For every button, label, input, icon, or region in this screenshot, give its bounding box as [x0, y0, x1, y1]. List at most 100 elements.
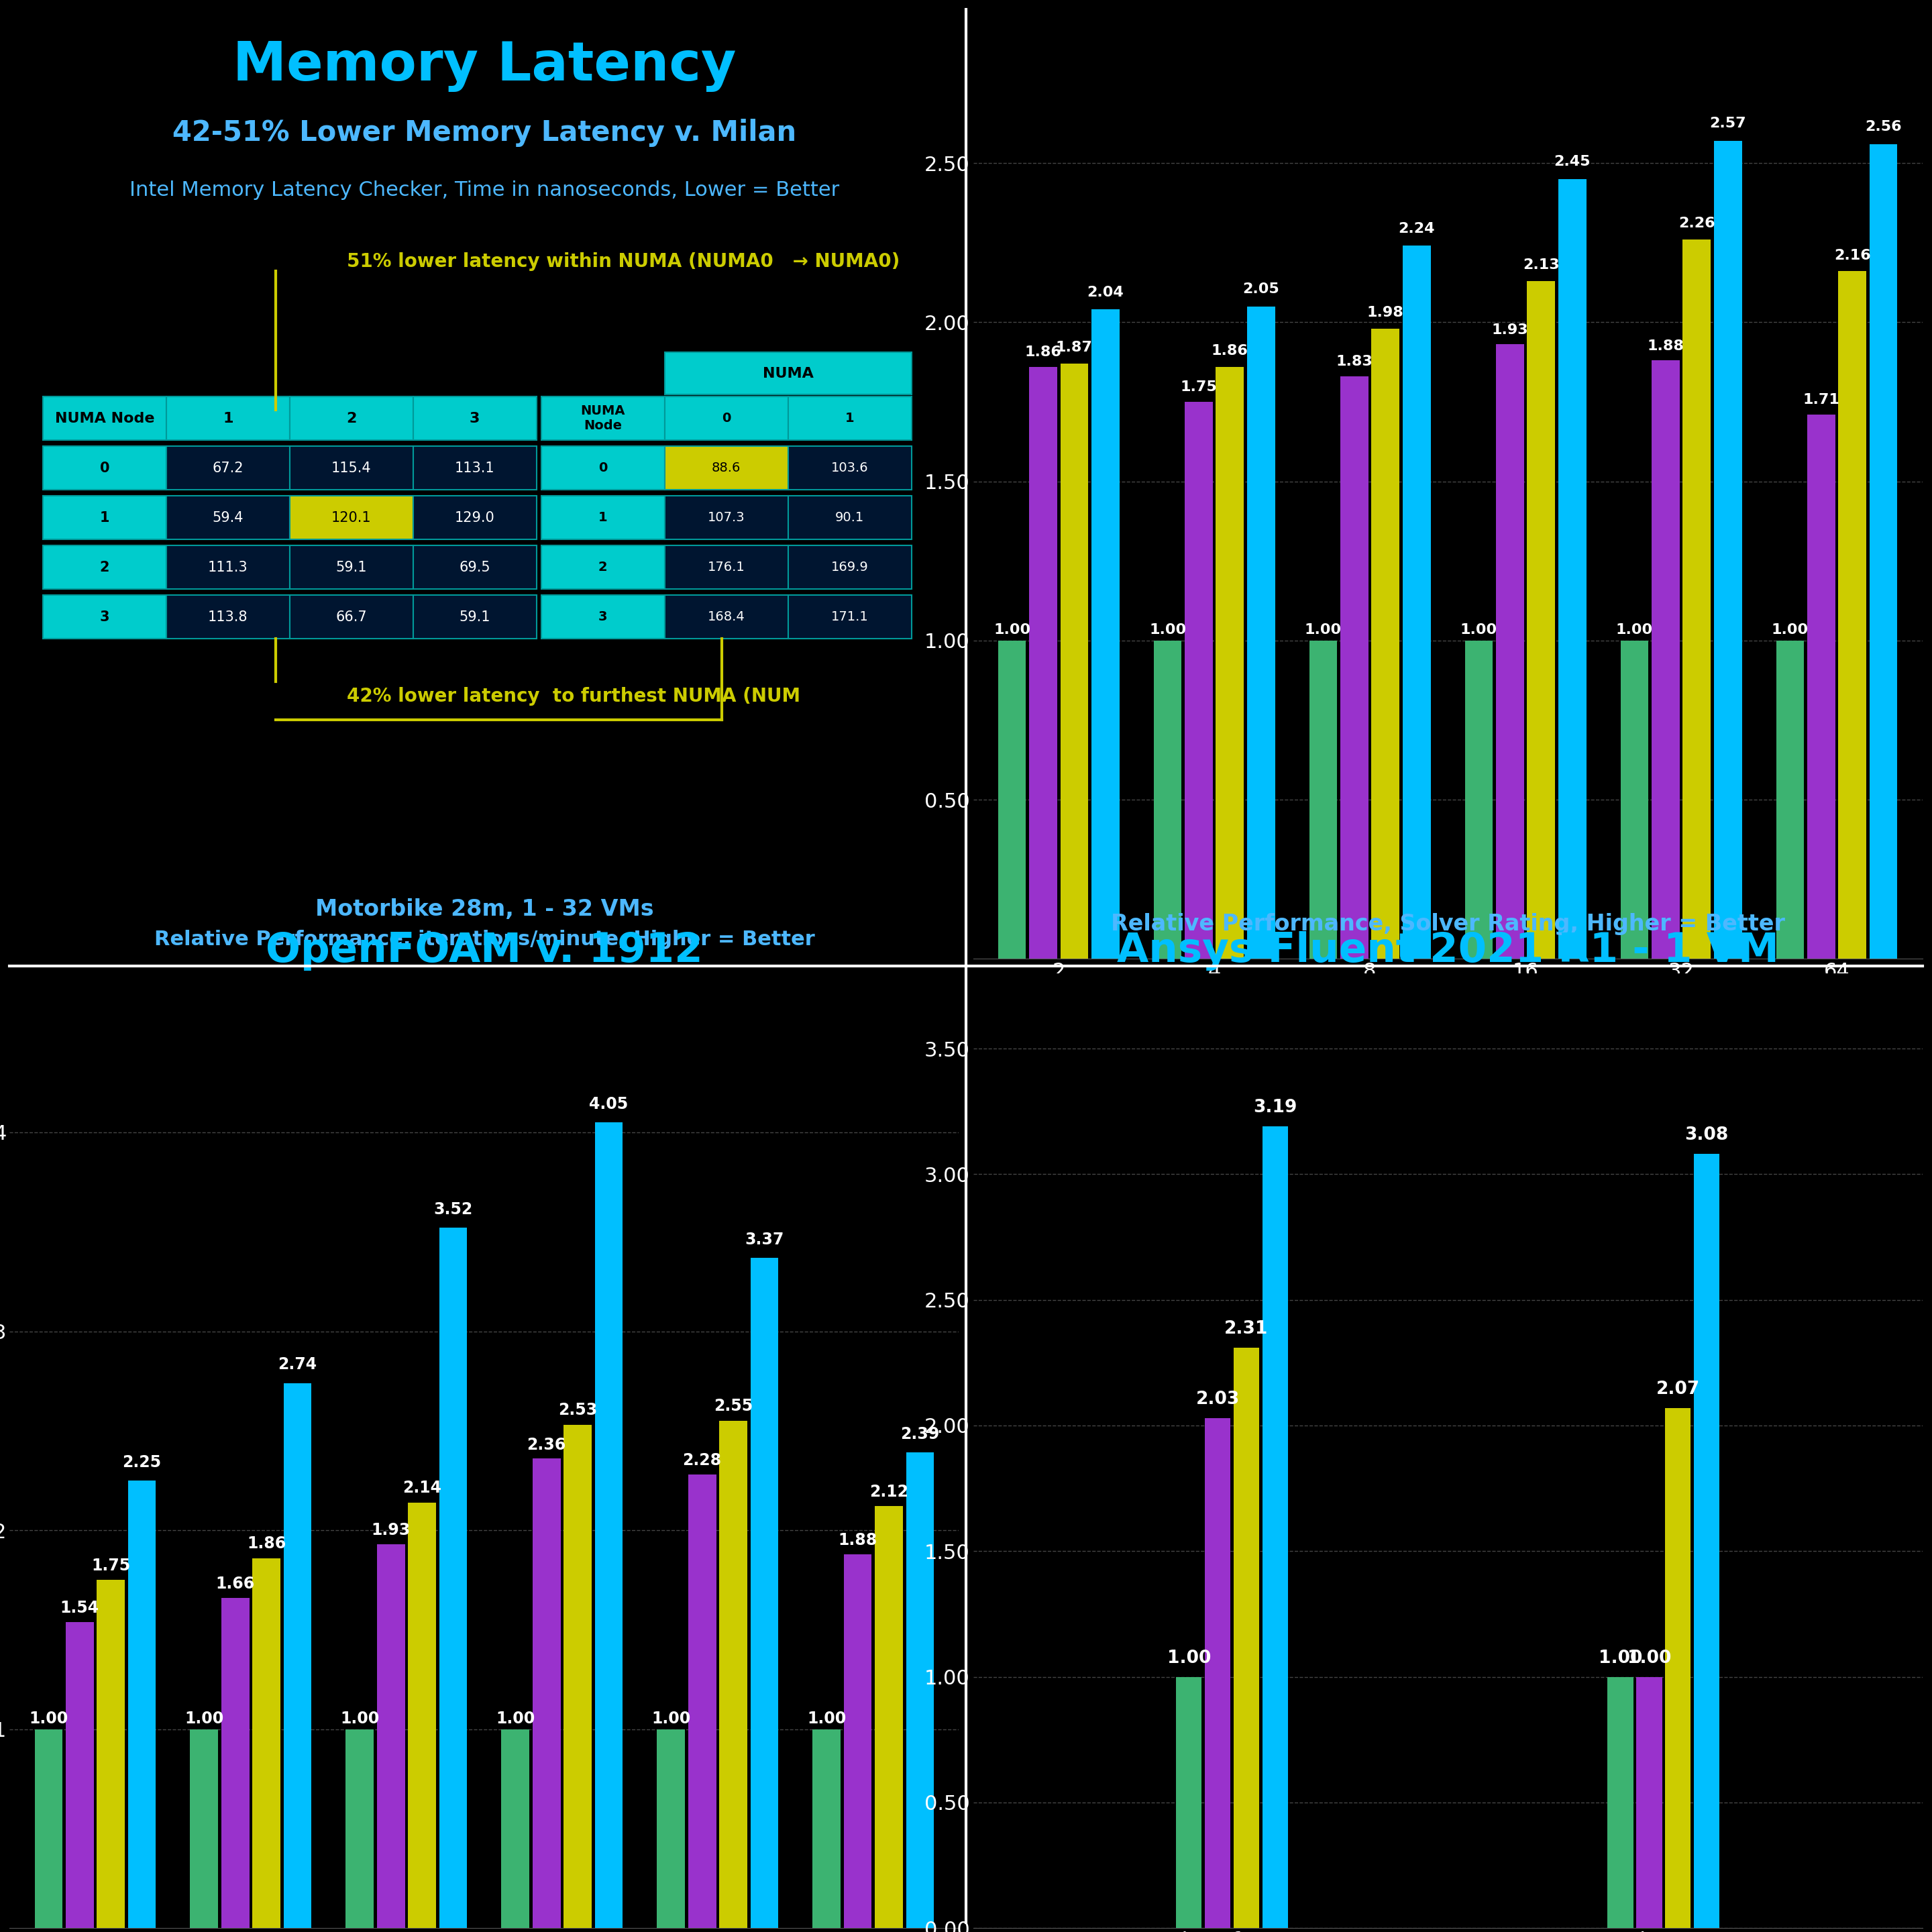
Bar: [1030, 367, 1057, 958]
Text: 59.1: 59.1: [460, 611, 491, 624]
Text: 2.39: 2.39: [900, 1426, 939, 1443]
Text: 2.74: 2.74: [278, 1356, 317, 1374]
Text: 1.00: 1.00: [185, 1710, 224, 1727]
Text: 1.00: 1.00: [1167, 1650, 1211, 1667]
Bar: [290, 595, 413, 639]
Text: 2.13: 2.13: [1522, 259, 1559, 272]
Text: 3.19: 3.19: [1254, 1099, 1296, 1117]
Text: 169.9: 169.9: [831, 560, 867, 574]
Bar: [1839, 270, 1866, 958]
Bar: [1262, 1126, 1289, 1928]
Text: 2.31: 2.31: [1225, 1320, 1267, 1337]
Bar: [750, 1258, 779, 1928]
Text: 1.00: 1.00: [29, 1710, 68, 1727]
Text: 1.00: 1.00: [651, 1710, 690, 1727]
Bar: [377, 1544, 406, 1928]
Text: 1: 1: [844, 412, 854, 425]
Text: 59.4: 59.4: [213, 512, 243, 524]
Text: 113.8: 113.8: [209, 611, 247, 624]
Text: 3.08: 3.08: [1685, 1126, 1729, 1144]
Text: 2.56: 2.56: [1864, 120, 1901, 133]
Text: 2.55: 2.55: [713, 1399, 753, 1414]
Text: 168.4: 168.4: [707, 611, 746, 624]
Text: 1.83: 1.83: [1337, 355, 1374, 369]
Text: 2.57: 2.57: [1710, 118, 1747, 131]
Text: 1.86: 1.86: [247, 1536, 286, 1551]
Text: 2: 2: [346, 412, 357, 425]
Text: 88.6: 88.6: [711, 462, 740, 475]
Text: 1: 1: [100, 512, 110, 524]
Text: 66.7: 66.7: [336, 611, 367, 624]
Bar: [665, 446, 788, 491]
Bar: [1310, 641, 1337, 958]
Text: 1.00: 1.00: [1627, 1650, 1671, 1667]
Text: 2.25: 2.25: [122, 1455, 162, 1470]
Text: Relative Performance, iterations/minute, Higher = Better: Relative Performance, iterations/minute,…: [155, 929, 815, 949]
Bar: [1621, 641, 1648, 958]
Text: 42-51% Lower Memory Latency v. Milan: 42-51% Lower Memory Latency v. Milan: [172, 118, 796, 147]
Text: 115.4: 115.4: [332, 462, 371, 475]
Bar: [788, 396, 912, 440]
Text: 0: 0: [100, 462, 110, 475]
Text: 3: 3: [599, 611, 607, 624]
Bar: [657, 1729, 686, 1928]
Bar: [541, 497, 665, 539]
Bar: [166, 497, 290, 539]
Legend: HCv1 (Skylake), HBv2 (Rome), HBv3 (Milan), HBv3 (Milan-X): HCv1 (Skylake), HBv2 (Rome), HBv3 (Milan…: [1099, 1007, 1797, 1037]
Bar: [1372, 328, 1399, 958]
Text: 2.14: 2.14: [402, 1480, 442, 1495]
Bar: [413, 497, 537, 539]
Bar: [844, 1553, 871, 1928]
Title: OpenFOAM v. 1912: OpenFOAM v. 1912: [267, 931, 703, 970]
Bar: [875, 1507, 902, 1928]
Bar: [166, 396, 290, 440]
Text: 2: 2: [100, 560, 110, 574]
Text: 1.75: 1.75: [1180, 381, 1217, 394]
Text: 1.00: 1.00: [1772, 624, 1808, 636]
Bar: [1636, 1677, 1662, 1928]
Text: 120.1: 120.1: [332, 512, 371, 524]
Bar: [413, 396, 537, 440]
Bar: [788, 446, 912, 491]
Text: 2.04: 2.04: [1088, 286, 1124, 299]
Bar: [1665, 1408, 1690, 1928]
Bar: [413, 446, 537, 491]
Text: 67.2: 67.2: [213, 462, 243, 475]
Bar: [1607, 1677, 1633, 1928]
Bar: [665, 595, 788, 639]
Bar: [1092, 309, 1119, 958]
Text: Relative Performance, Solver Rating, Higher = Better: Relative Performance, Solver Rating, Hig…: [1111, 912, 1785, 935]
Bar: [439, 1229, 468, 1928]
Bar: [906, 1453, 933, 1928]
Bar: [35, 1729, 62, 1928]
Text: 69.5: 69.5: [460, 560, 491, 574]
Bar: [533, 1459, 560, 1928]
Bar: [222, 1598, 249, 1928]
Text: 107.3: 107.3: [707, 512, 746, 524]
Text: Motorbike 28m, 1 - 32 VMs: Motorbike 28m, 1 - 32 VMs: [315, 898, 653, 922]
Text: 1.87: 1.87: [1057, 342, 1094, 354]
Text: 42% lower latency  to furthest NUMA (NUM: 42% lower latency to furthest NUMA (NUM: [346, 688, 800, 705]
Bar: [166, 446, 290, 491]
Bar: [813, 1729, 840, 1928]
Text: 1.88: 1.88: [838, 1532, 877, 1548]
Bar: [284, 1383, 311, 1928]
Text: 2.26: 2.26: [1679, 216, 1716, 230]
Bar: [413, 545, 537, 589]
Text: 1.98: 1.98: [1368, 305, 1405, 319]
Text: 1.86: 1.86: [1024, 346, 1061, 359]
Text: 2.12: 2.12: [869, 1484, 908, 1499]
Text: 1.00: 1.00: [1598, 1650, 1642, 1667]
Text: 1.54: 1.54: [60, 1600, 99, 1615]
Text: 0: 0: [599, 462, 607, 475]
Bar: [541, 396, 665, 440]
Text: 3: 3: [469, 412, 479, 425]
Bar: [541, 446, 665, 491]
Text: 0: 0: [723, 412, 730, 425]
Bar: [290, 446, 413, 491]
Bar: [1683, 240, 1710, 958]
Bar: [1694, 1153, 1719, 1928]
Bar: [1153, 641, 1182, 958]
Text: 2.07: 2.07: [1656, 1381, 1700, 1399]
Text: 1: 1: [222, 412, 234, 425]
